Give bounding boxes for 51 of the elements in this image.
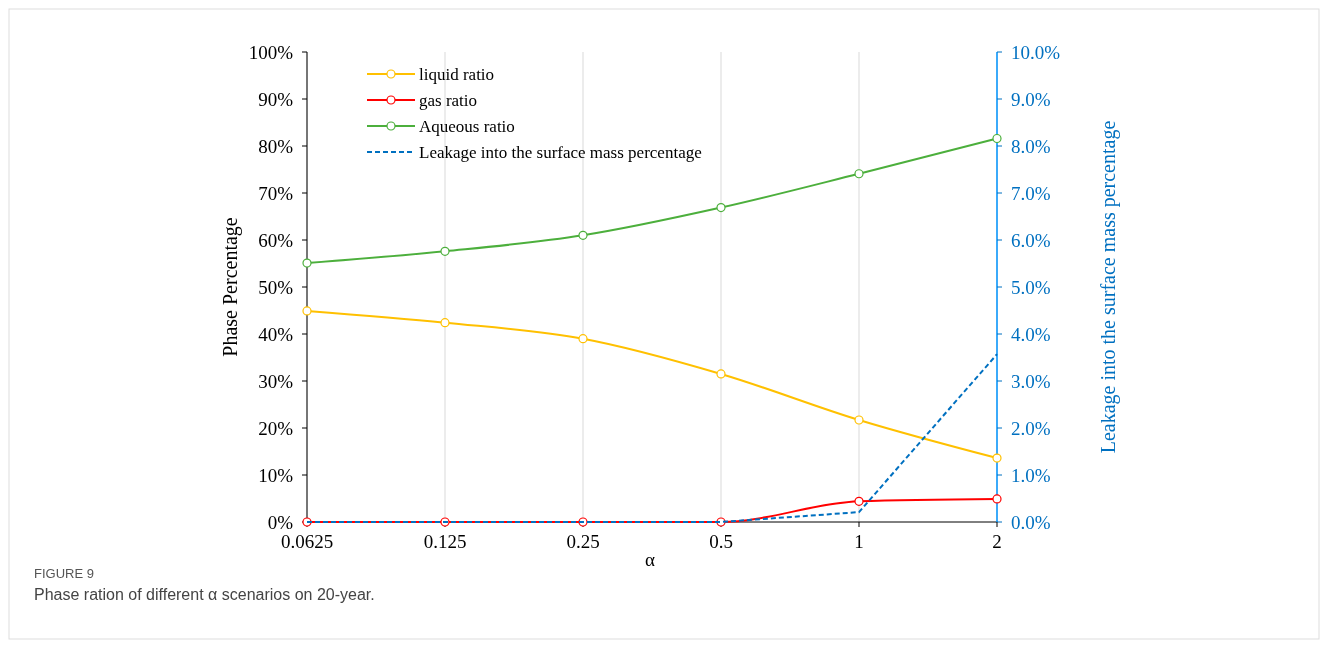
- point: [854, 169, 864, 179]
- y-axis-title: Phase Percentage: [219, 217, 242, 357]
- point: [578, 334, 588, 344]
- x-tick-label: 1: [854, 531, 864, 552]
- y2-tick-label: 1.0%: [1011, 464, 1051, 486]
- y2-tick-label: 2.0%: [1011, 417, 1051, 439]
- y-tick-label: 20%: [258, 417, 294, 439]
- y2-tick-label: 5.0%: [1011, 276, 1051, 298]
- y2-tick-label: 8.0%: [1011, 135, 1051, 157]
- point: [440, 318, 450, 328]
- x-tick-label: 0.125: [423, 531, 467, 552]
- point: [578, 230, 588, 240]
- text: Phase ration of different α scenarios on 20-year.: [34, 586, 375, 603]
- caption: FIGURE 9: [34, 566, 94, 581]
- y-tick-label: 80%: [258, 135, 294, 157]
- point: [302, 258, 312, 268]
- y2-tick-label: 3.0%: [1011, 370, 1051, 392]
- point: [854, 496, 864, 506]
- y-tick-label: 70%: [258, 182, 294, 204]
- legend-label: Leakage into the surface mass percentage: [419, 142, 702, 162]
- x-tick-label: 0.0625: [280, 531, 334, 552]
- point: [302, 306, 312, 316]
- point: [992, 133, 1002, 144]
- y-tick-label: 10%: [258, 464, 294, 486]
- point: [440, 246, 450, 256]
- y2-tick-label: 4.0%: [1011, 323, 1051, 345]
- point: [992, 494, 1002, 504]
- y-tick-label: 0%: [267, 511, 294, 533]
- point: [854, 415, 864, 425]
- y2-tick-label: 9.0%: [1011, 88, 1051, 110]
- y-tick-label: 50%: [258, 276, 294, 298]
- y-tick-label: 30%: [258, 370, 294, 392]
- y-tick-label: 90%: [258, 88, 294, 110]
- x-tick-label: 0.5: [709, 531, 733, 552]
- y-tick-label: 100%: [248, 41, 294, 63]
- legend-label: liquid ratio: [419, 64, 495, 84]
- point: [992, 453, 1002, 463]
- point: [716, 202, 726, 213]
- y2-axis-title: Leakage into the surface mass percentage: [1097, 120, 1120, 454]
- y2-tick-label: 6.0%: [1011, 229, 1051, 251]
- y-tick-label: 60%: [258, 229, 294, 251]
- legend-label: gas ratio: [419, 90, 478, 110]
- x-tick-label: 0.25: [566, 531, 600, 552]
- y2-tick-label: 7.0%: [1011, 182, 1051, 204]
- point: [716, 369, 726, 379]
- legend-label: Aqueous ratio: [419, 116, 515, 136]
- y2-tick-label: 0.0%: [1011, 511, 1051, 533]
- y2-tick-label: 10.0%: [1011, 41, 1061, 63]
- y-tick-label: 40%: [258, 323, 294, 345]
- x-axis-title: α: [645, 549, 656, 570]
- x-tick-label: 2: [992, 531, 1002, 552]
